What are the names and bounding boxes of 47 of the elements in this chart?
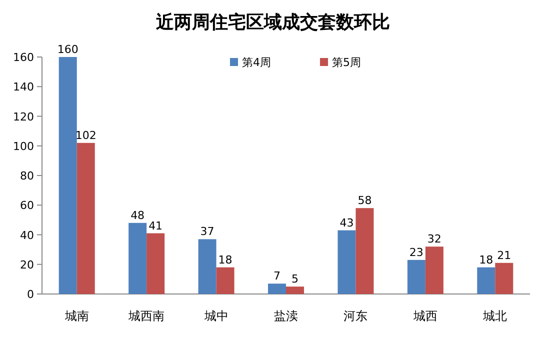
y-tick-label: 0	[27, 288, 34, 301]
bar	[425, 246, 444, 294]
y-tick-label: 120	[13, 110, 34, 124]
data-label: 32	[427, 232, 442, 246]
data-label: 43	[340, 216, 354, 230]
data-label: 102	[75, 128, 96, 142]
bar	[356, 208, 374, 294]
chart-title: 近两周住宅区域成交套数环比	[155, 12, 390, 33]
y-tick-label: 100	[13, 140, 34, 153]
y-tick-label: 20	[20, 258, 34, 272]
data-label: 41	[148, 219, 163, 232]
bar	[495, 262, 514, 294]
x-tick-label: 河东	[344, 309, 368, 323]
x-tick-label: 城南	[64, 309, 89, 323]
y-tick-label: 80	[20, 170, 34, 182]
bar	[198, 239, 216, 294]
x-tick-label: 城中	[203, 309, 228, 323]
bar	[146, 233, 165, 294]
data-label: 23	[409, 246, 424, 259]
y-tick-label: 160	[13, 51, 34, 64]
bar	[286, 286, 304, 294]
legend-label: 第5周	[332, 56, 361, 69]
bar	[128, 222, 147, 294]
x-tick-label: 城北	[482, 309, 508, 323]
data-label: 7	[274, 270, 280, 283]
data-label: 21	[497, 248, 512, 262]
data-label: 48	[130, 208, 145, 222]
x-tick-label: 城西	[412, 309, 438, 323]
data-label: 160	[57, 43, 78, 56]
bar	[76, 142, 95, 294]
data-label: 37	[200, 225, 214, 238]
y-tick-label: 60	[20, 199, 34, 212]
x-tick-label: 盐渎	[274, 309, 298, 323]
data-label: 58	[358, 194, 372, 208]
data-label: 18	[479, 253, 494, 266]
data-label: 18	[218, 253, 232, 266]
y-tick-label: 140	[13, 80, 34, 94]
y-tick-label: 40	[20, 228, 34, 242]
bar	[58, 57, 77, 294]
bar	[477, 267, 496, 294]
bar	[338, 230, 356, 294]
bar	[268, 284, 286, 294]
data-label: 5	[292, 272, 298, 286]
bar	[216, 267, 234, 294]
x-tick-label: 城西南	[128, 309, 165, 323]
legend-label: 第4周	[242, 56, 271, 69]
bar	[407, 260, 426, 294]
